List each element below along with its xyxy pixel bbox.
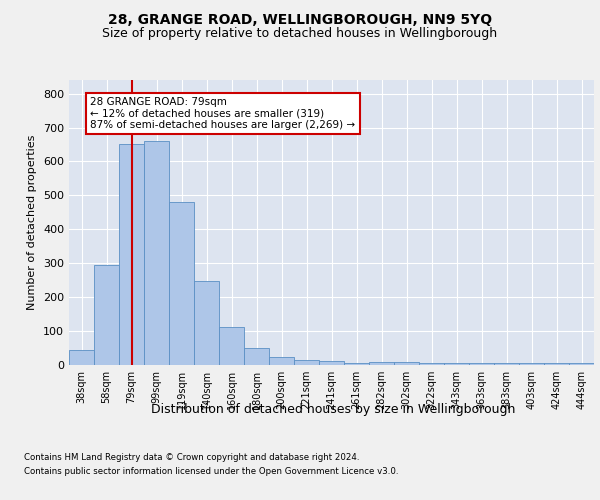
Bar — [519, 364, 544, 365]
Bar — [294, 360, 319, 365]
Text: 28, GRANGE ROAD, WELLINGBOROUGH, NN9 5YQ: 28, GRANGE ROAD, WELLINGBOROUGH, NN9 5YQ — [108, 12, 492, 26]
Bar — [94, 265, 119, 365]
Text: Contains public sector information licensed under the Open Government Licence v3: Contains public sector information licen… — [24, 467, 398, 476]
Bar — [144, 141, 169, 365]
Text: Size of property relative to detached houses in Wellingborough: Size of property relative to detached ho… — [103, 28, 497, 40]
Bar — [344, 364, 369, 365]
Bar — [69, 350, 94, 365]
Bar — [569, 364, 594, 365]
Bar — [219, 326, 244, 365]
Bar — [444, 364, 469, 365]
Bar — [269, 356, 294, 365]
Bar — [319, 360, 344, 365]
Bar — [494, 364, 519, 365]
Bar — [244, 348, 269, 365]
Text: 28 GRANGE ROAD: 79sqm
← 12% of detached houses are smaller (319)
87% of semi-det: 28 GRANGE ROAD: 79sqm ← 12% of detached … — [90, 97, 355, 130]
Bar — [194, 281, 219, 365]
Bar — [544, 364, 569, 365]
Bar — [119, 144, 144, 365]
Bar — [419, 364, 444, 365]
Bar — [469, 364, 494, 365]
Y-axis label: Number of detached properties: Number of detached properties — [28, 135, 37, 310]
Text: Contains HM Land Registry data © Crown copyright and database right 2024.: Contains HM Land Registry data © Crown c… — [24, 454, 359, 462]
Text: Distribution of detached houses by size in Wellingborough: Distribution of detached houses by size … — [151, 402, 515, 415]
Bar — [169, 202, 194, 365]
Bar — [394, 362, 419, 365]
Bar — [369, 362, 394, 365]
